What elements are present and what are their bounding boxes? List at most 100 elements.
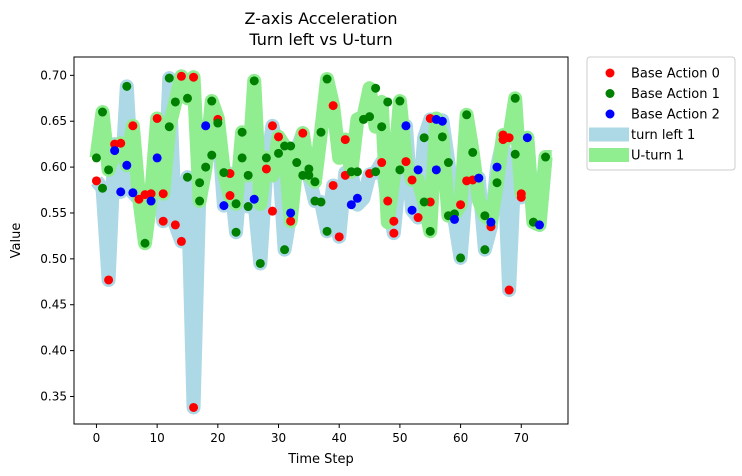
point-base-action-2 [522,133,532,143]
point-base-action-1 [310,177,320,187]
point-base-action-1 [316,197,326,207]
plot-frame [73,56,569,425]
x-tick-label: 50 [392,431,407,445]
point-base-action-1 [541,152,551,162]
legend-marker [605,109,615,119]
point-base-action-1 [231,227,241,237]
point-base-action-0 [176,71,186,81]
x-tick-label: 40 [332,431,347,445]
point-base-action-0 [128,121,138,131]
point-base-action-1 [164,73,174,83]
legend: Base Action 0 Base Action 1 Base Action 2 t… [586,56,736,171]
point-base-action-2 [474,173,484,183]
x-tick-label: 60 [453,431,468,445]
point-base-action-2 [249,194,259,204]
point-base-action-1 [237,127,247,137]
point-base-action-0 [116,138,126,148]
point-base-action-1 [352,167,362,177]
point-base-action-0 [225,191,235,201]
point-base-action-0 [189,72,199,82]
point-base-action-1 [104,165,114,175]
point-base-action-2 [346,200,356,210]
point-base-action-1 [219,168,229,178]
point-base-action-1 [419,197,429,207]
y-tick-label: 0.70 [40,68,67,82]
point-base-action-1 [98,107,108,117]
y-tick-label: 0.65 [40,114,67,128]
point-base-action-2 [407,205,417,215]
point-base-action-1 [480,245,490,255]
x-tick-label: 0 [93,431,101,445]
chart-subtitle: Turn left vs U-turn [248,30,392,49]
legend-marker [605,89,615,98]
point-base-action-1 [383,97,393,107]
point-base-action-1 [207,150,217,160]
chart-title: Z-axis Acceleration [244,9,397,28]
y-tick-label: 0.55 [40,206,67,220]
point-base-action-1 [510,93,520,103]
point-base-action-1 [98,183,108,193]
point-base-action-0 [274,132,284,142]
point-base-action-1 [316,127,326,137]
point-base-action-2 [146,196,156,206]
point-base-action-2 [352,193,362,203]
point-base-action-2 [201,121,211,131]
point-base-action-0 [286,216,296,226]
point-base-action-1 [286,141,296,151]
point-base-action-0 [383,196,393,206]
x-axis-label: Time Step [287,452,354,467]
point-base-action-0 [298,128,308,138]
point-base-action-1 [419,133,429,143]
legend-label: turn left 1 [631,128,695,143]
y-tick-label: 0.60 [40,160,67,174]
point-base-action-2 [486,217,496,227]
point-base-action-2 [401,121,411,131]
point-base-action-1 [322,74,332,84]
point-base-action-1 [304,170,314,180]
point-base-action-0 [170,220,180,230]
point-base-action-1 [443,158,453,168]
point-base-action-1 [195,178,205,188]
legend-label: U-turn 1 [631,149,684,164]
legend-swatch [589,148,629,162]
point-base-action-2 [128,188,138,198]
point-base-action-2 [450,214,460,224]
point-base-action-1 [377,122,387,132]
y-tick-label: 0.40 [40,344,67,358]
point-base-action-0 [334,232,344,242]
y-axis-label: Value [9,223,24,259]
point-base-action-1 [213,118,223,128]
point-base-action-2 [116,187,126,197]
point-base-action-1 [170,97,180,107]
point-base-action-1 [456,253,466,263]
y-tick-label: 0.50 [40,252,67,266]
point-base-action-1 [261,153,271,163]
plot-area [89,69,553,415]
point-base-action-1 [395,96,405,106]
point-base-action-1 [492,178,502,188]
legend-label: Base Action 1 [631,87,720,102]
point-base-action-1 [322,226,332,236]
point-base-action-2 [286,208,296,218]
point-base-action-0 [267,206,277,216]
point-base-action-1 [231,199,241,209]
point-base-action-1 [425,226,435,236]
point-base-action-1 [237,153,247,163]
point-base-action-0 [389,228,399,238]
point-base-action-2 [437,116,447,126]
point-base-action-1 [182,172,192,182]
legend-swatch [589,127,629,142]
point-base-action-1 [365,112,375,122]
point-base-action-1 [274,148,284,158]
x-tick-label: 20 [210,431,225,445]
point-base-action-1 [437,132,447,142]
legend-box [586,56,736,171]
point-base-action-2 [413,165,423,175]
point-base-action-1 [480,211,490,221]
point-base-action-1 [510,149,520,159]
point-base-action-0 [413,213,423,223]
point-base-action-1 [122,81,132,91]
point-base-action-0 [377,158,387,168]
point-base-action-0 [504,285,514,295]
